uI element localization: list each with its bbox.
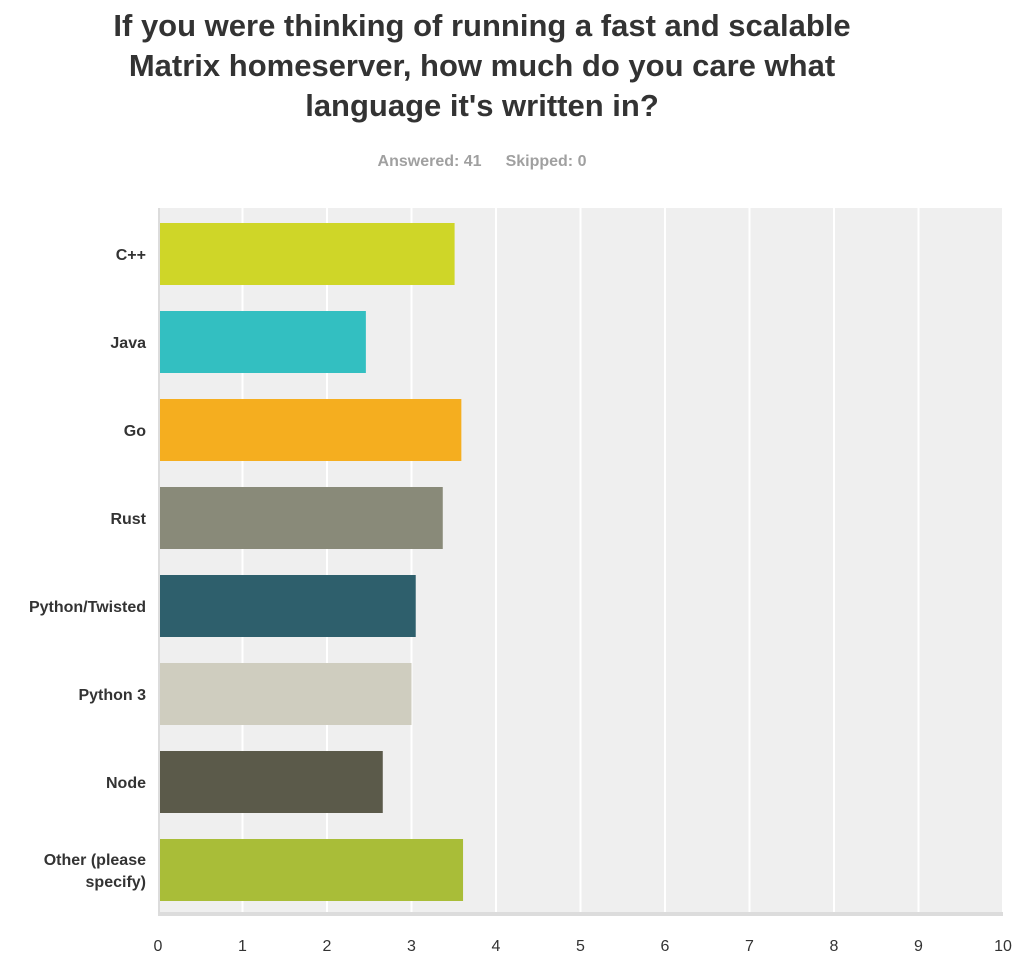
answered-count: Answered: 41 <box>377 153 482 170</box>
x-tick-label: 2 <box>323 938 332 955</box>
x-tick-label: 7 <box>745 938 754 955</box>
bar <box>160 839 464 901</box>
bar <box>160 575 416 637</box>
x-tick-label: 8 <box>830 938 839 955</box>
bar <box>160 663 412 725</box>
y-axis-line <box>158 208 160 912</box>
x-tick-label: 6 <box>661 938 670 955</box>
bar <box>160 751 383 813</box>
bar <box>160 311 366 373</box>
x-tick-label: 0 <box>154 938 163 955</box>
category-label: Java <box>110 335 146 352</box>
category-label: Python/Twisted <box>29 599 146 616</box>
skipped-count: Skipped: 0 <box>505 153 587 170</box>
category-label: Other (please specify) <box>44 852 146 891</box>
x-tick-label: 1 <box>238 938 247 955</box>
category-label: Node <box>106 775 146 792</box>
x-tick-label: 5 <box>576 938 585 955</box>
category-label: Rust <box>110 511 146 528</box>
category-label: Python 3 <box>78 687 146 704</box>
response-summary: Answered: 41 Skipped: 0 <box>0 153 964 171</box>
category-label: C++ <box>116 247 146 264</box>
x-tick-label: 3 <box>407 938 416 955</box>
bar <box>160 223 455 285</box>
x-axis-line <box>158 912 1003 916</box>
chart-title: If you were thinking of running a fast a… <box>113 8 851 123</box>
bar <box>160 399 462 461</box>
x-tick-label: 4 <box>492 938 501 955</box>
x-tick-label: 10 <box>994 938 1012 955</box>
x-tick-label: 9 <box>914 938 923 955</box>
bar <box>160 487 443 549</box>
category-label: Go <box>124 423 146 440</box>
